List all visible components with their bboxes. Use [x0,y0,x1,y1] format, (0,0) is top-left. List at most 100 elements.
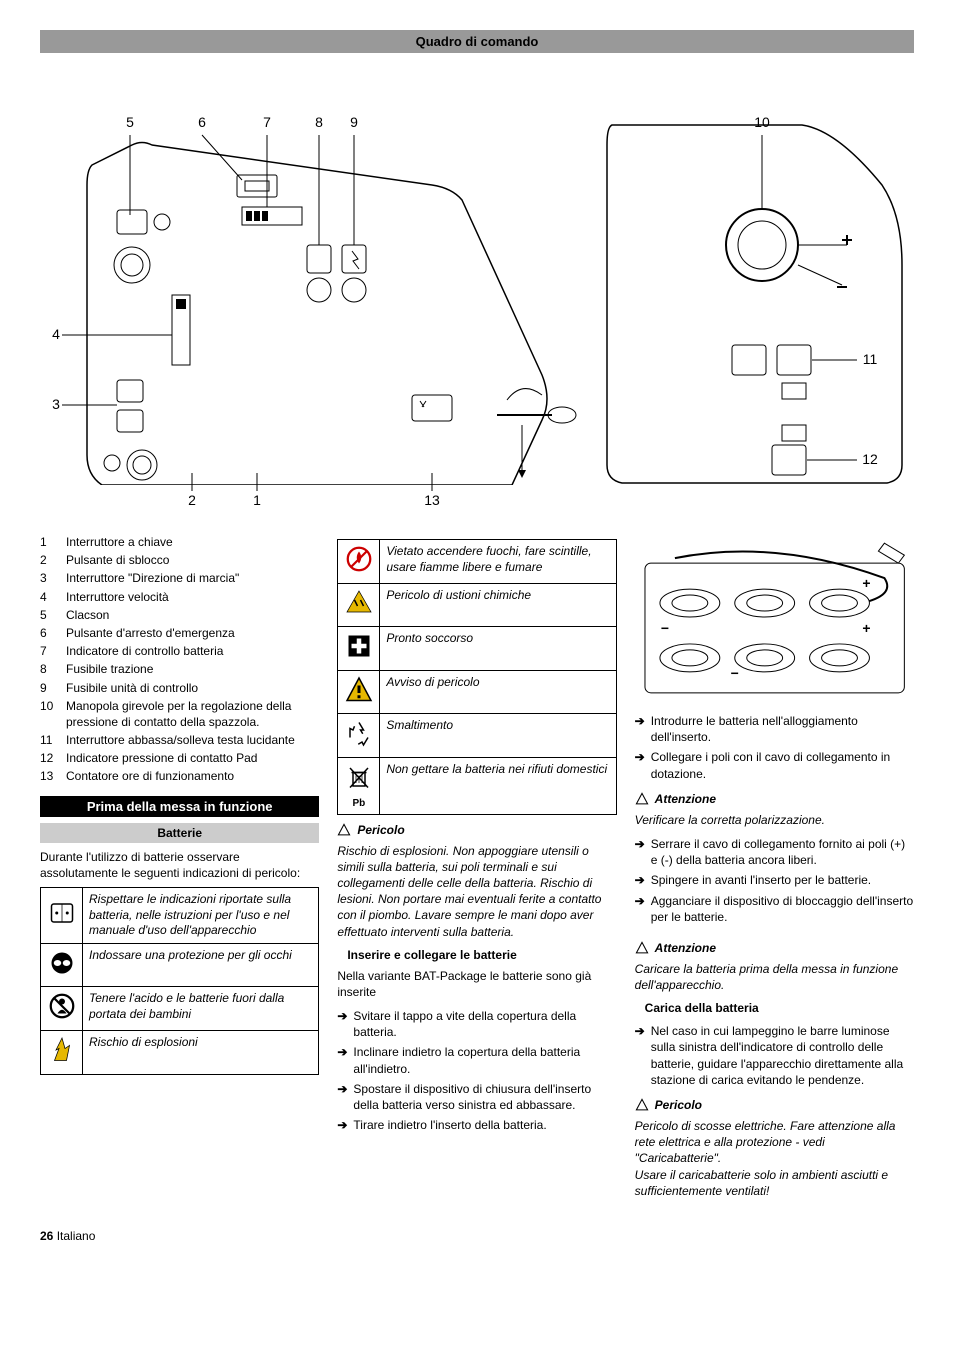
section-startup: Prima della messa in funzione [40,796,319,817]
page-footer: 26 Italiano [40,1229,914,1243]
legend-num: 12 [40,750,58,766]
legend-num: 9 [40,680,58,696]
hazard-text: Rischio di esplosioni [83,1030,319,1074]
attention-2-body: Caricare la batteria prima della messa i… [635,961,914,993]
legend-item: 3Interruttore "Direzione di marcia" [40,569,319,587]
manual-icon [41,888,83,944]
attention-1-body: Verificare la corretta polarizzazione. [635,812,914,828]
header-title: Quadro di comando [416,34,539,49]
legend-item: 4Interruttore velocità [40,588,319,606]
danger-1-label: Pericolo [357,823,404,837]
legend-item: 1 Interruttore a chiave [40,533,319,551]
polarity-steps: Serrare il cavo di collegamento fornito … [635,834,914,927]
sub-insert: Inserire e collegare le batterie [347,948,616,962]
hazard-row: Rispettare le indicazioni riportate sull… [41,888,319,944]
hazard-row: Indossare una protezione per gli occhi [41,943,319,987]
callout-1: 1 [253,492,261,508]
page-number: 26 [40,1229,53,1243]
legend-item: 13 Contatore ore di funzionamento [40,767,319,785]
legend-text: Pulsante d'arresto d'emergenza [66,625,235,641]
callout-7: 7 [263,114,271,130]
hazard-row: Avviso di pericolo [338,670,616,714]
header-bar: Quadro di comando [40,30,914,53]
callout-2: 2 [188,492,196,508]
insert-intro: Nella variante BAT-Package le batterie s… [337,968,616,1000]
step-item: Collegare i poli con il cavo di collegam… [635,747,914,783]
hazard-text: Pronto soccorso [380,627,616,671]
callout-12: 12 [862,451,878,467]
legend-text: Fusibile unità di controllo [66,680,198,696]
legend-text: Indicatore di controllo batteria [66,643,223,659]
hazard-text: Indossare una protezione per gli occhi [83,943,319,987]
legend-num: 2 [40,552,58,568]
legend-num: 13 [40,768,58,784]
legend-item: 8Fusibile trazione [40,660,319,678]
legend-text: Interruttore a chiave [66,534,173,550]
step-item: Nel caso in cui lampeggino le barre lumi… [635,1021,914,1090]
noflame-icon [338,540,380,584]
content-columns: 1 Interruttore a chiave2Pulsante di sbloc… [40,533,914,1205]
hazard-table-2: Vietato accendere fuochi, fare scintille… [337,539,616,815]
step-item: Spostare il dispositivo di chiusura dell… [337,1079,616,1115]
legend-item: 7 Indicatore di controllo batteria [40,642,319,660]
hazard-text: Non gettare la batteria nei rifiuti dome… [380,757,616,814]
step-text: Spostare il dispositivo di chiusura dell… [353,1081,616,1113]
step-item: Svitare il tappo a vite della copertura … [337,1006,616,1042]
svg-text:−: − [730,665,738,681]
sub-batteries: Batterie [40,823,319,843]
legend-text: Clacson [66,607,109,623]
svg-text:+: + [862,575,870,591]
hazard-text: Smaltimento [380,714,616,758]
legend-item: 2Pulsante di sblocco [40,551,319,569]
warning-icon [635,792,649,806]
control-panel-diagram: 5 6 7 8 9 10 4 3 11 12 2 1 13 [40,65,914,485]
step-item: Agganciare il dispositivo di bloccaggio … [635,891,914,927]
callout-4: 4 [52,326,60,342]
legend-item: 6 Pulsante d'arresto d'emergenza [40,624,319,642]
danger-2: Pericolo [635,1098,914,1112]
legend-num: 4 [40,589,58,605]
legend-num: 6 [40,625,58,641]
danger-2-body: Pericolo di scosse elettriche. Fare atte… [635,1118,914,1199]
warning-icon [337,823,351,837]
battery-steps: Introdurre le batteria nell'alloggiament… [635,711,914,784]
svg-text:+: + [862,620,870,636]
legend-text: Contatore ore di funzionamento [66,768,234,784]
legend-list: 1 Interruttore a chiave2Pulsante di sbloc… [40,533,319,786]
legend-text: Manopola girevole per la regolazione del… [66,698,319,730]
callout-13: 13 [424,492,440,508]
firstaid-icon [338,627,380,671]
legend-item: 12 Indicatore pressione di contatto Pad [40,749,319,767]
attention-1-label: Attenzione [655,792,716,806]
legend-num: 8 [40,661,58,677]
intro-batteries: Durante l'utilizzo di batterie osservare… [40,849,319,881]
battery-diagram: + + − − [635,533,914,703]
hazard-row: Tenere l'acido e le batterie fuori dalla… [41,987,319,1031]
hazard-row: Rischio di esplosioni [41,1030,319,1074]
legend-item: 5 Clacson [40,606,319,624]
legend-num: 5 [40,607,58,623]
bin-icon: Pb [338,757,380,814]
step-text: Inclinare indietro la copertura della ba… [353,1044,616,1076]
insert-steps: Svitare il tappo a vite della copertura … [337,1006,616,1135]
legend-text: Interruttore abbassa/solleva testa lucid… [66,732,295,748]
callout-6: 6 [198,114,206,130]
hazard-row: Pericolo di ustioni chimiche [338,583,616,627]
legend-num: 7 [40,643,58,659]
step-text: Spingere in avanti l'inserto per le batt… [651,872,871,888]
column-left: 1 Interruttore a chiave2Pulsante di sbloc… [40,533,319,1205]
legend-num: 1 [40,534,58,550]
legend-num: 3 [40,570,58,586]
warning-icon [635,941,649,955]
column-right: + + − − Introdurre le batteria nell'allo… [635,533,914,1205]
step-item: Serrare il cavo di collegamento fornito … [635,834,914,870]
hazard-text: Pericolo di ustioni chimiche [380,583,616,627]
column-middle: Vietato accendere fuochi, fare scintille… [337,533,616,1205]
hazard-text: Rispettare le indicazioni riportate sull… [83,888,319,944]
step-text: Tirare indietro l'inserto della batteria… [353,1117,546,1133]
section-startup-label: Prima della messa in funzione [87,799,273,814]
step-item: Tirare indietro l'inserto della batteria… [337,1115,616,1135]
legend-text: Indicatore pressione di contatto Pad [66,750,257,766]
explosion-icon [41,1030,83,1074]
legend-num: 10 [40,698,58,730]
